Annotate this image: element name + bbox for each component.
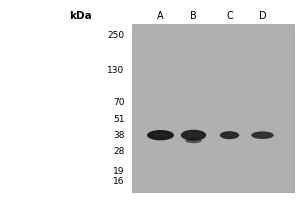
Text: kDa: kDa (70, 11, 92, 21)
Ellipse shape (251, 131, 274, 139)
Text: 130: 130 (107, 66, 124, 75)
Ellipse shape (154, 133, 167, 137)
Text: 16: 16 (113, 177, 124, 186)
Text: D: D (259, 11, 266, 21)
Ellipse shape (257, 134, 268, 137)
Bar (132, 24, 294, 192)
Text: 38: 38 (113, 131, 124, 140)
Ellipse shape (225, 134, 234, 137)
Ellipse shape (187, 133, 200, 137)
Text: B: B (190, 11, 197, 21)
Ellipse shape (181, 130, 206, 141)
Text: C: C (226, 11, 233, 21)
Text: 70: 70 (113, 98, 124, 107)
Text: A: A (157, 11, 164, 21)
Ellipse shape (185, 138, 202, 143)
Ellipse shape (147, 130, 174, 140)
Text: 19: 19 (113, 167, 124, 176)
Text: 250: 250 (107, 31, 124, 40)
Text: 28: 28 (113, 147, 124, 156)
Text: 51: 51 (113, 115, 124, 124)
Ellipse shape (220, 131, 239, 139)
